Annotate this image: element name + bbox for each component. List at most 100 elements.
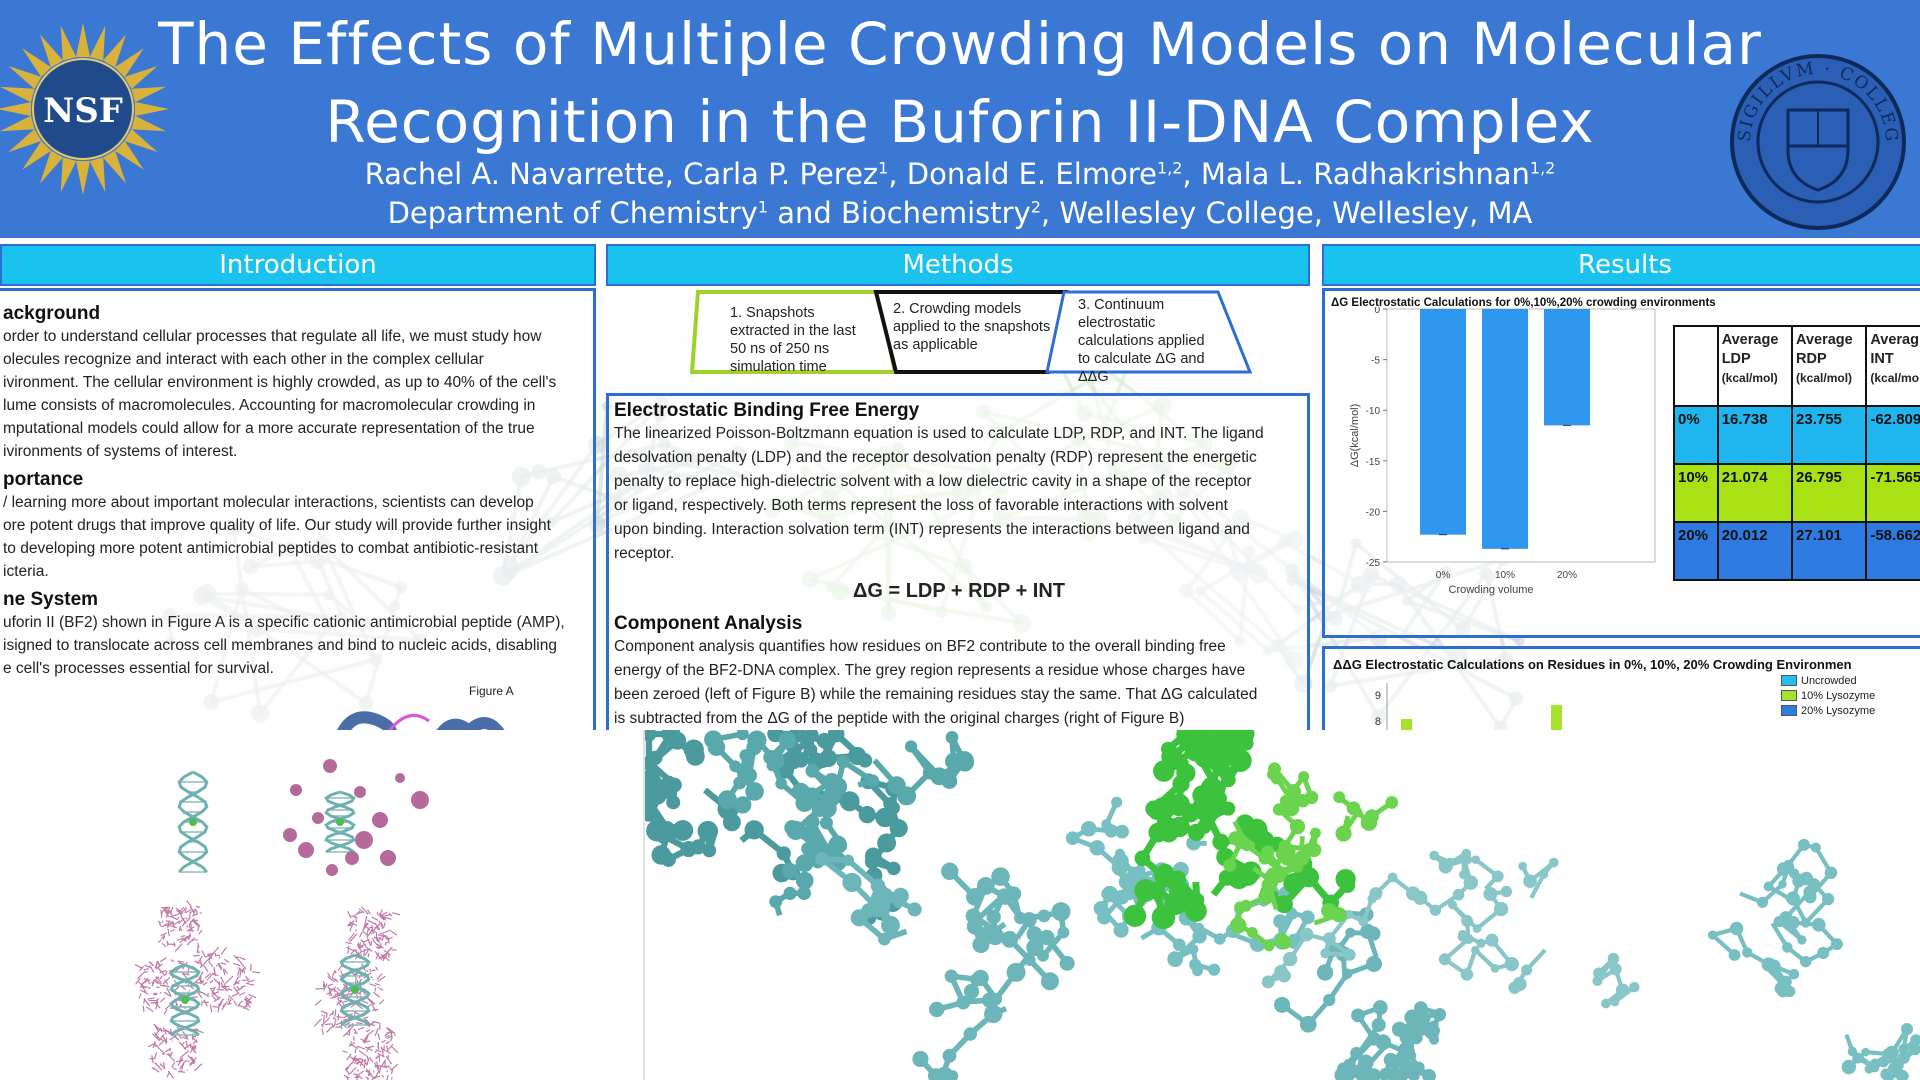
legend-item: 10% Lysozyme: [1781, 688, 1875, 703]
table-cell: -62.809: [1865, 405, 1920, 465]
system-text: uforin II (BF2) shown in Figure A is a s…: [3, 611, 593, 680]
system-line-0: uforin II (BF2) shown in Figure A is a s…: [3, 614, 565, 631]
lysozyme-crowder: [157, 900, 203, 954]
table-cell: -58.662: [1865, 521, 1920, 581]
importance-line-0: / learning more about important molecula…: [3, 494, 534, 511]
dna-lysozyme-10-model: [169, 963, 201, 1037]
crowder-sphere: [380, 850, 396, 866]
methods-panel: Electrostatic Binding Free Energy The li…: [606, 393, 1310, 730]
table-cell: 10%: [1673, 463, 1719, 523]
system-line-2: e cell's processes essential for surviva…: [3, 660, 274, 677]
system-line-1: isigned to translocate across cell membr…: [3, 637, 557, 654]
crowder-sphere: [323, 759, 337, 773]
y-tick-label: -15: [1366, 457, 1381, 468]
delta-g-chart-title: ΔG Electrostatic Calculations for 0%,10%…: [1331, 297, 1716, 309]
crowder-sphere: [355, 831, 373, 849]
ebfe-line-4: upon binding. Interaction solvation term…: [614, 521, 1250, 538]
superscript: 1,2: [1529, 158, 1556, 178]
poster-title-line-1: The Effects of Multiple Crowding Models …: [158, 10, 1762, 78]
importance-text: / learning more about important molecula…: [3, 491, 593, 583]
crowder-sphere: [411, 791, 429, 809]
methods-step-1: 1. Snapshots extracted in the last 50 ns o…: [730, 304, 905, 376]
component-line-3: is subtracted from the ΔG of the peptide…: [614, 710, 1185, 727]
y-tick-label: -25: [1366, 558, 1381, 569]
introduction-panel: ackground order to understand cellular p…: [0, 288, 596, 730]
table-header-3: Averag INT (kcal/mo: [1865, 325, 1920, 407]
svg-text:NSF: NSF: [43, 91, 123, 131]
ebfe-line-0: The linearized Poisson-Boltzmann equatio…: [614, 425, 1264, 442]
results-ddg-panel: ΔΔG Electrostatic Calculations on Residu…: [1322, 646, 1920, 730]
table-cell: 20.012: [1716, 521, 1794, 581]
delta-g-equation: ΔG = LDP + RDP + INT: [852, 580, 1066, 602]
introduction-header: Introduction: [0, 244, 596, 286]
table-cell: 26.795: [1791, 463, 1868, 523]
results-header: Results: [1322, 244, 1920, 286]
affiliation-part-0: Department of Chemistry: [387, 196, 758, 230]
crowder-sphere: [312, 812, 324, 824]
nsf-logo: NSF: [0, 23, 169, 195]
ebfe-text: The linearized Poisson-Boltzmann equatio…: [614, 422, 1304, 566]
system-title: ne System: [3, 589, 99, 610]
delta-g-bar-chart: 0 -5 -10 -15 -20 -25 0% 10% 20% Crowding volume ΔG…: [1349, 307, 1656, 596]
poster-body: Introduction ackground order to understa…: [0, 238, 1920, 730]
x-tick-label: 20%: [1557, 570, 1577, 581]
ddg-legend: Uncrowded 10% Lysozyme 20% Lysozyme: [1781, 673, 1875, 718]
author-1: Carla P. Perez: [683, 157, 879, 191]
legend-label: Uncrowded: [1801, 674, 1857, 687]
legend-swatch: [1781, 675, 1797, 686]
importance-line-3: icteria.: [3, 563, 49, 580]
lysozyme-crowder: [191, 946, 261, 1013]
background-line-4: mputational models could allow for a mor…: [3, 420, 535, 437]
methods-step-2: 2. Crowding models applied to the snapsho…: [893, 300, 1073, 354]
author-0: Rachel A. Navarrette,: [364, 157, 684, 191]
peptide-ball-stick: [1223, 762, 1399, 952]
x-axis-label: Crowding volume: [1449, 584, 1534, 596]
results-table: Average LDP (kcal/mol) Average RDP (kcal/mol)…: [1673, 325, 1920, 581]
legend-label: 10% Lysozyme: [1801, 689, 1876, 702]
step3-line-4: ΔΔG: [1078, 369, 1109, 385]
importance-line-1: ore potent drugs that improve quality of…: [3, 517, 551, 534]
author-list: Rachel A. Navarrette, Carla P. Perez1, D…: [0, 157, 1920, 191]
legend-swatch: [1781, 705, 1797, 716]
table-header-1: Average LDP (kcal/mol): [1716, 325, 1794, 407]
step2-line-2: as applicable: [893, 337, 978, 353]
step1-line-2: 50 ns of 250 ns: [730, 341, 830, 357]
y-tick-label: -20: [1366, 507, 1381, 518]
background-line-0: order to understand cellular processes t…: [3, 328, 542, 345]
importance-line-2: to developing more potent antimicrobial …: [3, 540, 539, 557]
table-header-2: Average RDP (kcal/mol): [1791, 325, 1868, 407]
component-analysis-text: Component analysis quantifies how residu…: [614, 635, 1304, 730]
component-analysis-title: Component Analysis: [614, 613, 803, 634]
table-cell: 0%: [1673, 405, 1719, 465]
y-tick-label: 8: [1375, 716, 1381, 728]
importance-title: portance: [3, 469, 84, 490]
affiliation: Department of Chemistry1 and Biochemistr…: [0, 196, 1920, 230]
legend-swatch: [1781, 690, 1797, 701]
step3-line-3: to calculate ΔG and: [1078, 351, 1205, 367]
step3-line-2: calculations applied: [1078, 333, 1205, 349]
component-line-1: energy of the BF2-DNA complex. The grey …: [614, 662, 1246, 679]
figure-a-helix-image: [337, 711, 505, 730]
y-tick-label: 9: [1375, 690, 1381, 702]
step2-line-1: applied to the snapshots: [893, 319, 1051, 335]
crowder-sphere: [290, 784, 302, 796]
dna-ball-stick: [1261, 848, 1640, 1009]
table-cell: 16.738: [1716, 405, 1794, 465]
peptide-ball-stick: [1123, 730, 1356, 930]
bar: [1420, 309, 1466, 535]
ebfe-line-1: desolvation penalty (LDP) and the recept…: [614, 449, 1257, 466]
dna-ball-stick: [1707, 838, 1920, 1080]
component-line-0: Component analysis quantifies how residu…: [614, 638, 1226, 655]
ddg-bar-chart: 98: [1375, 683, 1562, 730]
crowder-sphere: [395, 773, 405, 783]
lysozyme-crowder: [345, 906, 401, 962]
methods-step-flow: [690, 290, 1253, 374]
ebfe-title: Electrostatic Binding Free Energy: [614, 400, 920, 421]
background-line-5: ivironments of systems of interest.: [3, 443, 238, 460]
y-tick-label: -10: [1366, 406, 1381, 417]
molecular-structure-image: [645, 730, 1920, 1080]
image-divider: [643, 730, 645, 1080]
background-line-1: olecules recognize and interact with eac…: [3, 351, 484, 368]
crowder-sphere: [372, 812, 388, 828]
dna-ball-stick: [815, 852, 1075, 1080]
